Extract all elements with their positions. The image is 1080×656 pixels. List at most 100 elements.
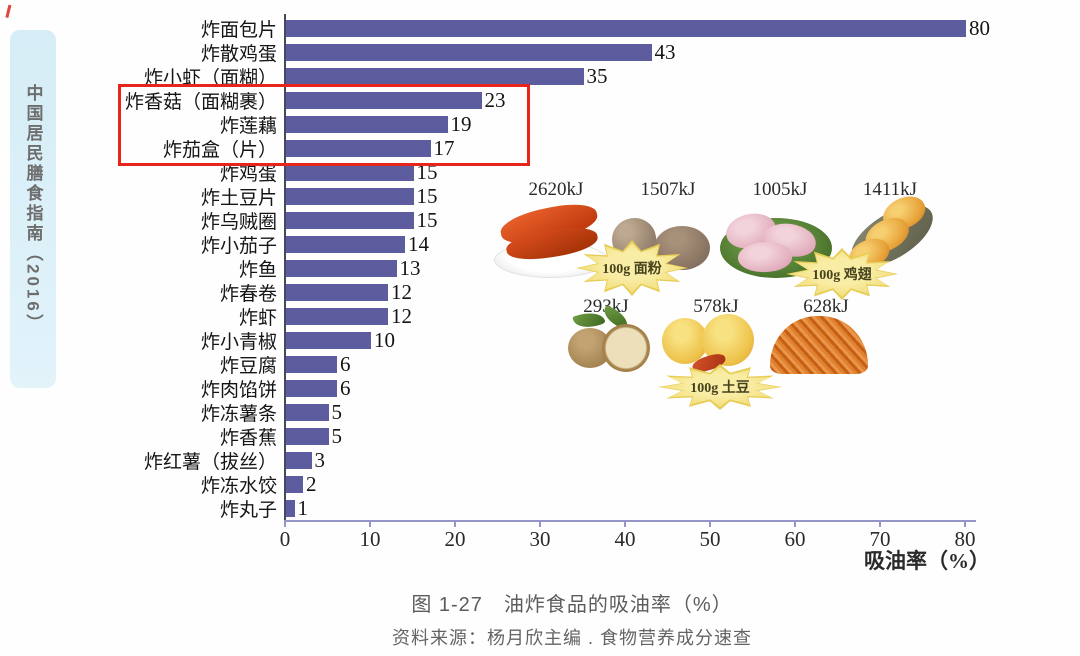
x-axis-tick bbox=[284, 521, 286, 527]
energy-label-flour-fried: 2620kJ bbox=[528, 179, 584, 200]
category-label: 炸香菇（面糊裹） bbox=[124, 91, 277, 113]
bar bbox=[286, 115, 448, 133]
x-axis-tick-label: 10 bbox=[359, 527, 381, 551]
shredded-potato-image bbox=[770, 316, 868, 374]
value-label: 19 bbox=[450, 111, 472, 136]
bar bbox=[286, 475, 303, 493]
bar bbox=[286, 67, 584, 85]
energy-label-flour-steamed: 1507kJ bbox=[640, 179, 696, 200]
x-axis-line bbox=[284, 520, 976, 522]
x-axis-tick-label: 70 bbox=[869, 527, 891, 551]
chunk-shape bbox=[662, 318, 708, 364]
x-axis-tick bbox=[709, 521, 711, 527]
bar bbox=[286, 451, 312, 469]
x-axis-tick bbox=[369, 521, 371, 527]
value-label: 12 bbox=[391, 279, 412, 304]
figure-caption: 图 1-27 油炸食品的吸油率（%） bbox=[411, 594, 733, 616]
shred-pile-shape bbox=[770, 316, 868, 374]
category-label: 炸肉馅饼 bbox=[200, 379, 277, 401]
category-label: 炸茄盒（片） bbox=[162, 139, 277, 161]
energy-label-wings-fried: 1411kJ bbox=[862, 179, 918, 200]
bar bbox=[286, 139, 431, 157]
category-label: 炸莲藕 bbox=[219, 115, 277, 137]
raw-potatoes-image bbox=[568, 304, 652, 378]
category-label: 炸鸡蛋 bbox=[219, 163, 277, 185]
bar bbox=[286, 331, 371, 349]
x-axis-title: 吸油率（%） bbox=[864, 549, 990, 573]
value-label: 6 bbox=[340, 351, 351, 376]
x-axis-tick bbox=[964, 521, 966, 527]
highlight-box bbox=[118, 84, 530, 166]
x-axis-tick-label: 50 bbox=[699, 527, 721, 551]
book-margin-tab: 中国居民膳食指南（2016） bbox=[10, 30, 56, 388]
x-axis-tick bbox=[794, 521, 796, 527]
category-label: 炸小青椒 bbox=[200, 331, 277, 353]
bar bbox=[286, 427, 329, 445]
value-label: 2 bbox=[306, 471, 317, 496]
value-label: 43 bbox=[654, 39, 676, 64]
bar bbox=[286, 403, 329, 421]
x-axis-tick bbox=[454, 521, 456, 527]
bar bbox=[286, 163, 414, 181]
value-label: 12 bbox=[391, 303, 412, 328]
starburst-label-flour: 100g 面粉 bbox=[602, 262, 662, 277]
starburst-label-potato: 100g 土豆 bbox=[690, 381, 750, 396]
value-label: 6 bbox=[340, 375, 351, 400]
scan-artifact-mark bbox=[0, 2, 12, 19]
fried-potato-chunks-image bbox=[662, 312, 758, 376]
bar bbox=[286, 19, 966, 37]
category-label: 炸红薯（拔丝） bbox=[143, 451, 277, 473]
value-label: 35 bbox=[586, 63, 608, 88]
category-label: 炸豆腐 bbox=[219, 355, 277, 377]
bar bbox=[286, 187, 414, 205]
energy-label-potato-fried: 578kJ bbox=[693, 296, 739, 317]
value-label: 14 bbox=[408, 231, 429, 256]
caption-block: 图 1-27 油炸食品的吸油率（%） 资料来源：杨月欣主编 . 食物营养成分速查 bbox=[64, 588, 1080, 650]
energy-label-wings-raw: 1005kJ bbox=[752, 179, 808, 200]
value-label: 13 bbox=[399, 255, 421, 280]
x-axis-tick-label: 80 bbox=[954, 527, 976, 551]
category-label: 炸土豆片 bbox=[200, 187, 277, 209]
category-label: 炸冻薯条 bbox=[200, 403, 277, 425]
value-label: 5 bbox=[331, 423, 343, 448]
value-label: 10 bbox=[374, 327, 395, 352]
bar bbox=[286, 259, 397, 277]
category-label: 炸春卷 bbox=[219, 283, 277, 305]
bar bbox=[286, 379, 337, 397]
value-label: 15 bbox=[416, 183, 438, 208]
potato-cut-shape bbox=[602, 324, 650, 372]
value-label: 15 bbox=[416, 207, 438, 232]
value-label: 3 bbox=[314, 447, 326, 472]
bar bbox=[286, 43, 652, 61]
bar bbox=[286, 211, 414, 229]
category-label: 炸小虾（面糊） bbox=[143, 67, 277, 89]
bar bbox=[286, 307, 388, 325]
value-label: 23 bbox=[484, 87, 506, 112]
category-label: 炸面包片 bbox=[200, 19, 277, 41]
x-axis-tick bbox=[624, 521, 626, 527]
x-axis-tick-label: 60 bbox=[784, 527, 806, 551]
category-label: 炸小茄子 bbox=[200, 235, 277, 257]
x-axis-tick bbox=[879, 521, 881, 527]
energy-label-potato-shredded: 628kJ bbox=[803, 296, 849, 317]
starburst-label-chicken-wing: 100g 鸡翅 bbox=[812, 268, 872, 283]
category-label: 炸丸子 bbox=[219, 499, 277, 521]
x-axis-tick-label: 30 bbox=[529, 527, 551, 551]
category-label: 炸冻水饺 bbox=[200, 475, 277, 497]
source-caption: 资料来源：杨月欣主编 . 食物营养成分速查 bbox=[391, 628, 752, 648]
bar bbox=[286, 283, 388, 301]
book-title-vertical: 中国居民膳食指南（2016） bbox=[23, 84, 43, 334]
category-label: 炸散鸡蛋 bbox=[200, 43, 277, 65]
value-label: 1 bbox=[297, 495, 309, 520]
x-axis-tick-label: 0 bbox=[279, 527, 291, 551]
category-label: 炸乌贼圈 bbox=[200, 211, 277, 233]
bar bbox=[286, 235, 405, 253]
bar bbox=[286, 355, 337, 373]
value-label: 17 bbox=[433, 135, 455, 160]
y-axis-line bbox=[284, 14, 286, 522]
bar bbox=[286, 499, 295, 517]
x-axis-tick bbox=[539, 521, 541, 527]
fried-bread-image bbox=[494, 198, 608, 278]
category-label: 炸虾 bbox=[238, 307, 277, 329]
